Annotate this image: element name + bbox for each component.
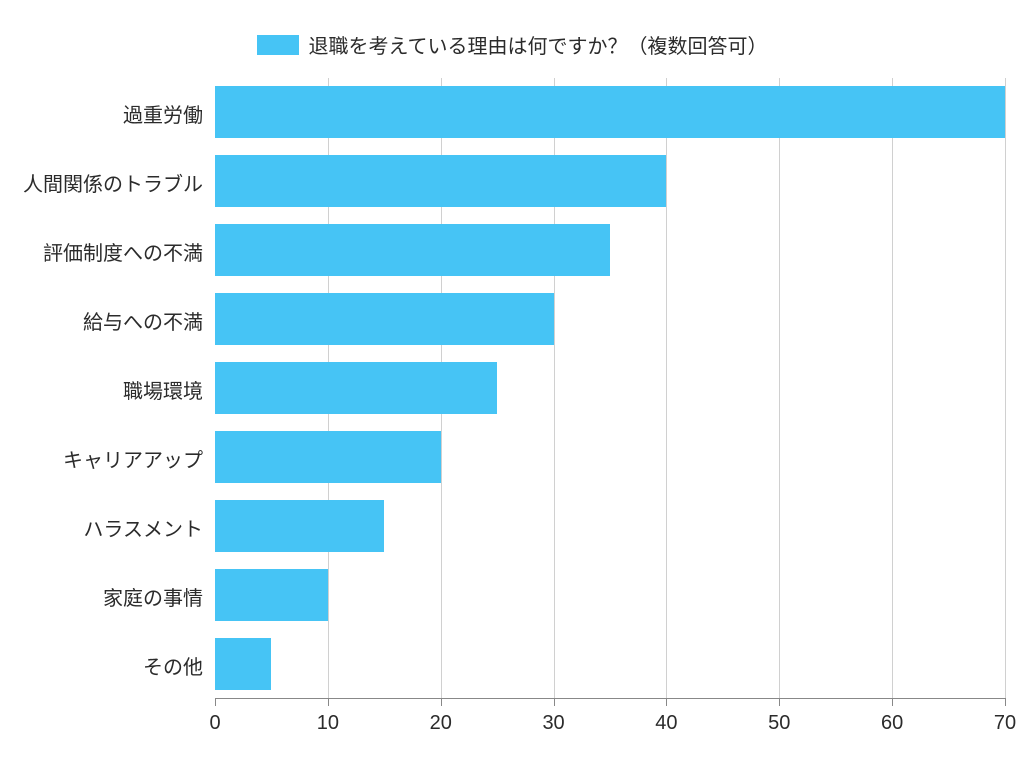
bar [215, 638, 271, 690]
legend-swatch [257, 35, 299, 55]
y-category-label: 評価制度への不満 [43, 237, 203, 266]
y-category-label: その他 [143, 651, 203, 680]
x-tick [441, 698, 442, 706]
grid-line [1005, 78, 1006, 698]
bar [215, 293, 554, 345]
legend: 退職を考えている理由は何ですか？（複数回答可） [0, 30, 1024, 59]
bar [215, 500, 384, 552]
x-tick [215, 698, 216, 706]
y-category-label: 過重労働 [123, 99, 203, 128]
x-tick [779, 698, 780, 706]
x-tick-label: 10 [317, 712, 339, 735]
y-category-label: 給与への不満 [83, 306, 203, 335]
grid-line [779, 78, 780, 698]
x-tick [1005, 698, 1006, 706]
bar [215, 155, 666, 207]
grid-line [892, 78, 893, 698]
y-category-label: 家庭の事情 [103, 582, 203, 611]
x-tick-label: 40 [655, 712, 677, 735]
bar [215, 431, 441, 483]
legend-label: 退職を考えている理由は何ですか？（複数回答可） [309, 30, 768, 59]
x-tick-label: 60 [881, 712, 903, 735]
bar [215, 224, 610, 276]
x-tick-label: 20 [430, 712, 452, 735]
x-tick-label: 30 [542, 712, 564, 735]
chart-container: 退職を考えている理由は何ですか？（複数回答可） 010203040506070 … [0, 0, 1024, 768]
x-tick [328, 698, 329, 706]
y-category-label: 職場環境 [123, 375, 203, 404]
x-tick [666, 698, 667, 706]
y-category-label: ハラスメント [83, 513, 203, 542]
bar [215, 86, 1005, 138]
x-tick [892, 698, 893, 706]
bar [215, 569, 328, 621]
grid-line [666, 78, 667, 698]
x-tick [554, 698, 555, 706]
x-tick-label: 70 [994, 712, 1016, 735]
x-tick-label: 50 [768, 712, 790, 735]
y-category-label: 人間関係のトラブル [23, 168, 203, 197]
bar [215, 362, 497, 414]
plot-area: 010203040506070 [215, 78, 1005, 698]
y-category-label: キャリアアップ [63, 444, 203, 473]
x-axis-line [215, 698, 1005, 699]
x-tick-label: 0 [209, 712, 220, 735]
